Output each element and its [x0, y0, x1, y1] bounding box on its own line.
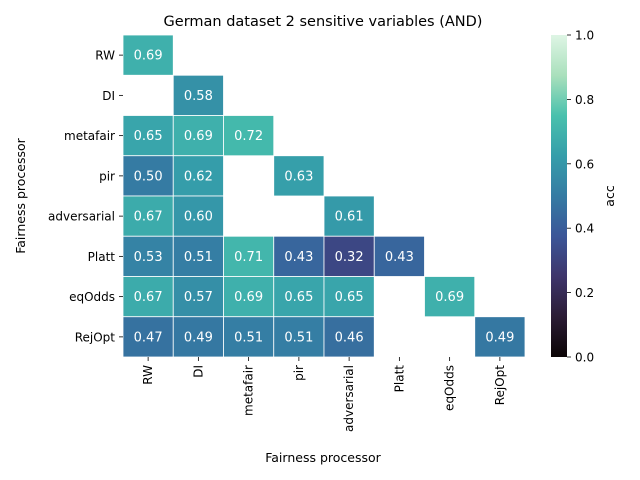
heatmap-cell — [122, 115, 174, 157]
cell-value-label: 0.67 — [134, 290, 163, 305]
heatmap-cell — [122, 34, 174, 76]
heatmap-cell — [223, 276, 275, 318]
cell-value-label: 0.50 — [134, 169, 163, 184]
x-tick-label: eqOdds — [443, 365, 457, 411]
heatmap-cell — [474, 316, 526, 358]
y-tick-label: DI — [102, 89, 115, 103]
cell-value-label: 0.63 — [284, 169, 313, 184]
cell-value-label: 0.47 — [134, 330, 163, 345]
colorbar-tick-label: 0.2 — [575, 286, 594, 300]
axis-ticks: RW DI metafair pir adversarial Platt eqOdds Rej… — [48, 49, 507, 432]
heatmap-cell — [424, 276, 476, 318]
y-tick-label: RejOpt — [75, 330, 116, 344]
colorbar-tick-label: 1.0 — [575, 29, 594, 43]
colorbar: 0.0 0.2 0.4 0.6 0.8 1.0 acc — [551, 29, 617, 365]
x-tick-label: metafair — [242, 365, 256, 416]
cell-value-label: 0.49 — [184, 330, 213, 345]
colorbar-tick-label: 0.8 — [575, 93, 594, 107]
cell-value-label: 0.58 — [184, 89, 213, 104]
cell-value-label: 0.32 — [335, 250, 364, 265]
cell-value-label: 0.69 — [134, 49, 163, 64]
cell-value-label: 0.62 — [184, 169, 213, 184]
x-tick-label: adversarial — [342, 365, 356, 432]
colorbar-label: acc — [602, 185, 617, 207]
heatmap-cell — [323, 195, 375, 237]
colorbar-ticks: 0.0 0.2 0.4 0.6 0.8 1.0 — [567, 29, 594, 365]
cell-value-label: 0.72 — [234, 129, 263, 144]
cell-value-label: 0.71 — [234, 250, 263, 265]
colorbar-tick-label: 0.4 — [575, 222, 594, 236]
cell-value-label: 0.67 — [134, 210, 163, 225]
cell-value-label: 0.53 — [134, 250, 163, 265]
cell-value-label: 0.61 — [335, 210, 364, 225]
cell-value-label: 0.51 — [184, 250, 213, 265]
cell-value-label: 0.60 — [184, 210, 213, 225]
heatmap-cell — [172, 74, 224, 116]
y-tick-label: eqOdds — [69, 290, 115, 304]
cell-value-label: 0.69 — [234, 290, 263, 305]
cell-value-label: 0.46 — [335, 330, 364, 345]
heatmap-cell — [323, 235, 375, 277]
cell-value-label: 0.65 — [335, 290, 364, 305]
y-tick-label: adversarial — [48, 210, 115, 224]
heatmap-cell — [223, 115, 275, 157]
x-tick-label: RW — [141, 365, 155, 385]
cell-value-label: 0.49 — [485, 330, 514, 345]
heatmap-cell — [273, 276, 325, 318]
heatmap-cell — [273, 155, 325, 197]
heatmap-cell — [172, 276, 224, 318]
cell-value-label: 0.65 — [284, 290, 313, 305]
y-axis-label: Fairness processor — [13, 137, 28, 253]
cell-value-label: 0.43 — [385, 250, 414, 265]
chart-title: German dataset 2 sensitive variables (AN… — [164, 14, 483, 30]
colorbar-tick-label: 0.6 — [575, 157, 594, 171]
x-tick-label: Platt — [392, 365, 406, 393]
y-tick-label: RW — [95, 49, 115, 63]
y-tick-label: metafair — [64, 129, 115, 143]
heatmap-cell — [172, 316, 224, 358]
heatmap-cell — [122, 235, 174, 277]
heatmap-cell — [223, 235, 275, 277]
heatmap-cells: 0.69 0.58 0.65 0.69 0.72 0.50 0.62 0.63 0.67 0.60… — [122, 34, 526, 358]
x-tick-label: RejOpt — [493, 365, 507, 406]
heatmap-cell — [323, 276, 375, 318]
x-tick-label: DI — [191, 365, 205, 378]
cell-value-label: 0.43 — [284, 250, 313, 265]
heatmap-cell — [373, 235, 425, 277]
y-tick-label: pir — [99, 169, 115, 183]
heatmap-cell — [323, 316, 375, 358]
y-tick-label: Platt — [88, 250, 116, 264]
x-tick-label: pir — [292, 365, 306, 381]
colorbar-gradient — [551, 35, 567, 357]
cell-value-label: 0.51 — [234, 330, 263, 345]
cell-value-label: 0.69 — [435, 290, 464, 305]
cell-value-label: 0.51 — [284, 330, 313, 345]
heatmap-cell — [172, 195, 224, 237]
cell-value-label: 0.69 — [184, 129, 213, 144]
cell-value-label: 0.57 — [184, 290, 213, 305]
x-axis-label: Fairness processor — [265, 450, 381, 465]
cell-value-label: 0.65 — [134, 129, 163, 144]
heatmap-cell — [273, 316, 325, 358]
colorbar-tick-label: 0.0 — [575, 351, 594, 365]
